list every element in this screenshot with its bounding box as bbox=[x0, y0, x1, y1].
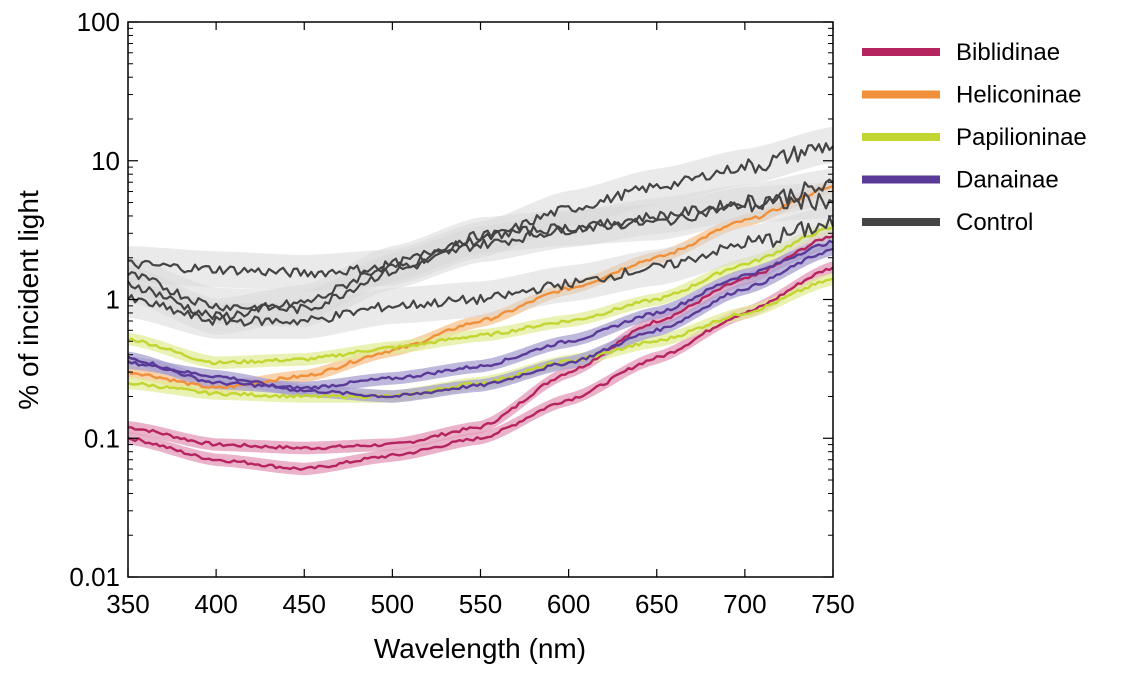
series-bands bbox=[128, 126, 833, 476]
y-axis-title: % of incident light bbox=[13, 190, 44, 410]
x-axis-title: Wavelength (nm) bbox=[374, 633, 586, 664]
x-tick-label-400: 400 bbox=[194, 589, 237, 619]
legend-label-heliconinae: Heliconinae bbox=[956, 82, 1081, 109]
legend-label-control: Control bbox=[956, 209, 1033, 236]
axis-ticks: 350 400 450 500 550 600 650 700 750 0.01 0.1 1 10 100 bbox=[69, 7, 854, 619]
line-biblidinae-1 bbox=[127, 266, 834, 471]
y-tick-label-2: 1 bbox=[106, 285, 120, 315]
y-tick-label-3: 10 bbox=[91, 146, 120, 176]
band-biblidinae-1 bbox=[128, 261, 833, 476]
series-lines bbox=[127, 142, 835, 471]
line-control-10 bbox=[127, 216, 835, 327]
x-tick-label-450: 450 bbox=[283, 589, 326, 619]
x-tick-label-600: 600 bbox=[547, 589, 590, 619]
line-danainae-6 bbox=[127, 247, 834, 399]
y-tick-label-0: 0.01 bbox=[69, 562, 120, 592]
x-tick-label-750: 750 bbox=[811, 589, 854, 619]
x-tick-label-700: 700 bbox=[723, 589, 766, 619]
band-papilioninae-4 bbox=[128, 273, 833, 403]
line-papilioninae-3 bbox=[127, 225, 834, 366]
line-danainae-5 bbox=[127, 239, 834, 391]
legend: Biblidinae Heliconinae Papilioninae Danaina… bbox=[862, 39, 1087, 236]
legend-label-biblidinae: Biblidinae bbox=[956, 39, 1060, 66]
x-tick-label-350: 350 bbox=[106, 589, 149, 619]
x-tick-label-650: 650 bbox=[635, 589, 678, 619]
x-tick-label-550: 550 bbox=[459, 589, 502, 619]
line-control-9 bbox=[127, 191, 834, 321]
y-tick-label-4: 100 bbox=[77, 7, 120, 37]
x-tick-label-500: 500 bbox=[371, 589, 414, 619]
legend-label-papilioninae: Papilioninae bbox=[956, 124, 1087, 151]
line-biblidinae-0 bbox=[127, 235, 834, 451]
band-control-7 bbox=[128, 126, 833, 292]
band-papilioninae-3 bbox=[128, 221, 833, 369]
legend-label-danainae: Danainae bbox=[956, 167, 1059, 194]
y-tick-label-1: 0.1 bbox=[84, 423, 120, 453]
